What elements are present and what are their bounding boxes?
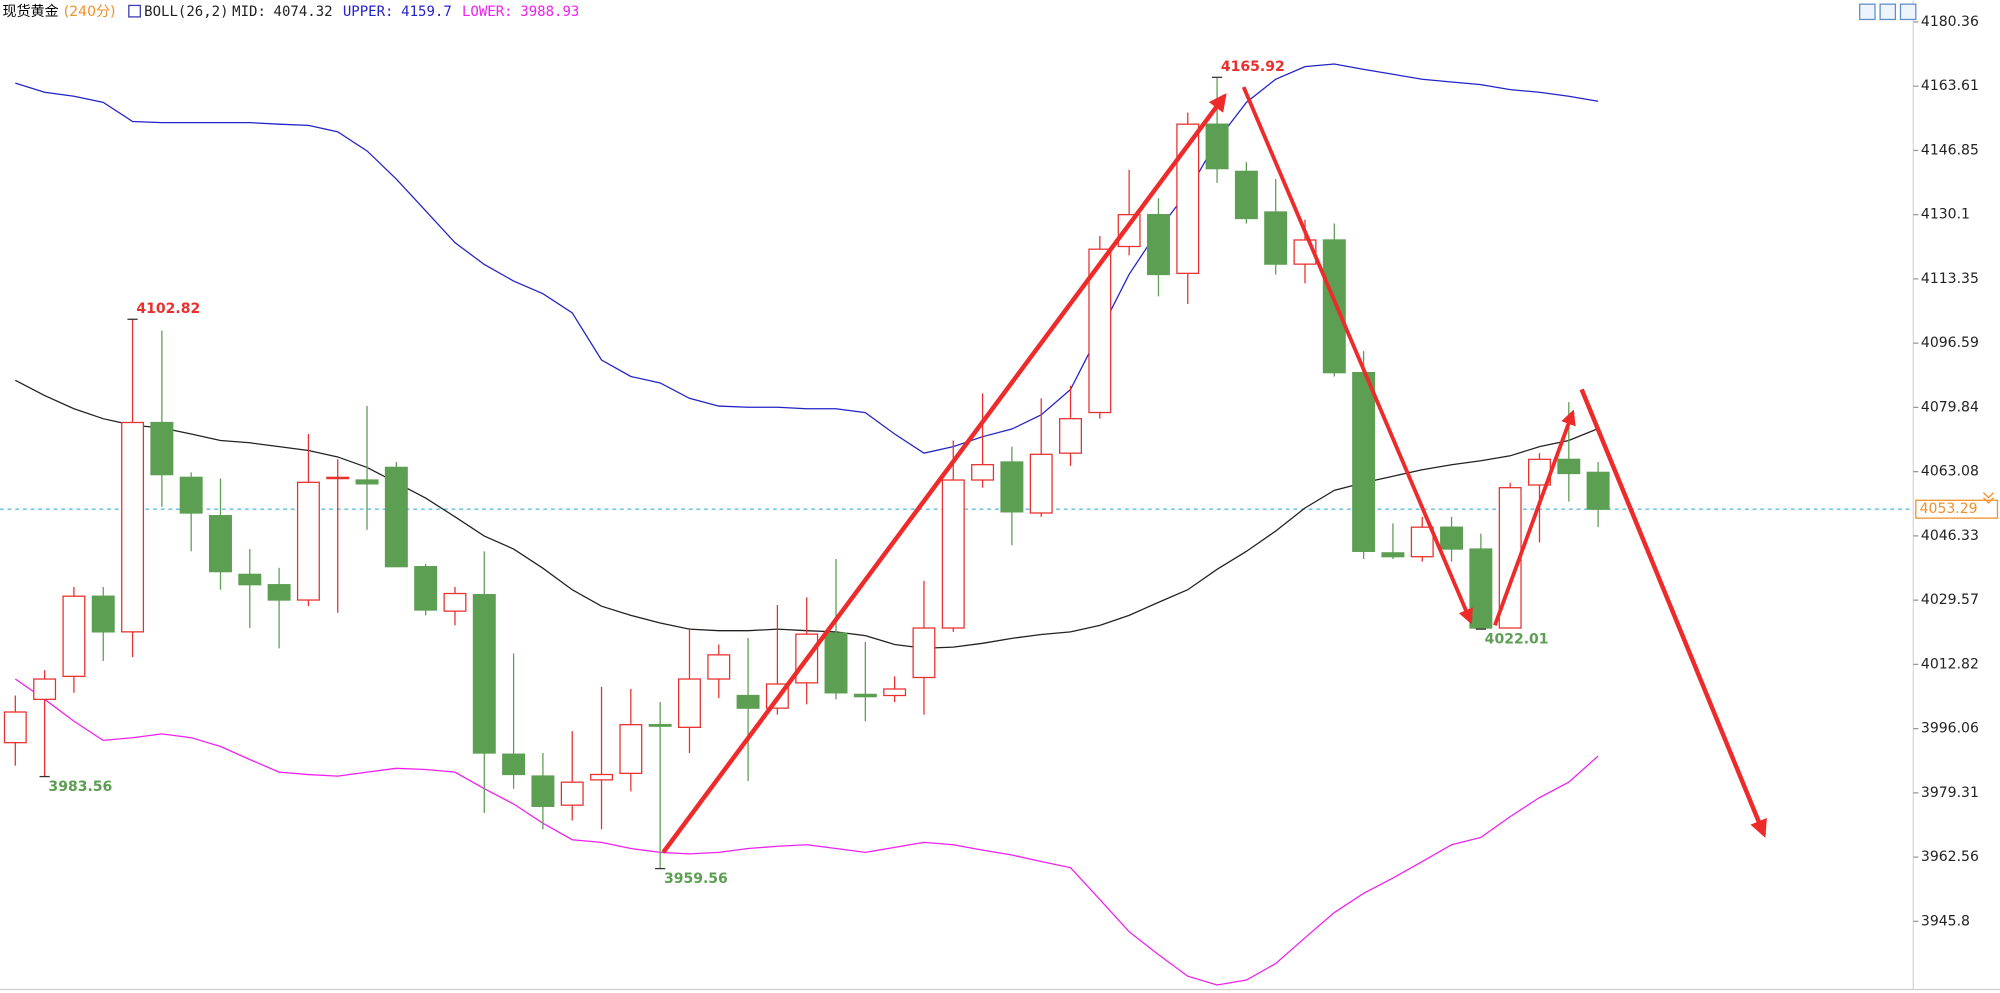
candle-body xyxy=(1029,453,1053,514)
y-tick-label: 3962.56 xyxy=(1921,849,1979,865)
candle-body xyxy=(62,595,86,677)
trend-arrow xyxy=(1241,86,1473,625)
band-line xyxy=(14,678,1599,986)
candle-body xyxy=(414,566,438,611)
candle-body xyxy=(1088,248,1112,414)
candle-body xyxy=(209,515,232,573)
legend-value: 3988.93 xyxy=(520,4,579,20)
candle-body xyxy=(560,781,584,806)
trend-arrow xyxy=(1493,409,1576,626)
legend-label: UPPER: xyxy=(343,4,394,20)
candle-body xyxy=(326,476,350,480)
candle-body xyxy=(619,724,643,774)
candle-body xyxy=(648,724,672,727)
candle-body xyxy=(1557,458,1581,475)
candle-body xyxy=(384,466,408,568)
period: (240分) xyxy=(64,4,116,20)
candle-body xyxy=(971,464,995,481)
candle-body xyxy=(1586,471,1610,510)
candle-body xyxy=(736,694,760,709)
candle-body xyxy=(1234,170,1258,220)
y-tick-label: 4113.35 xyxy=(1921,271,1979,287)
candle-body xyxy=(941,479,965,629)
last-price-box xyxy=(1915,499,1999,519)
trend-arrows xyxy=(661,86,1767,854)
last-price-label: 4053.29 xyxy=(1920,501,1978,517)
extreme-label: 4102.82 xyxy=(136,301,200,317)
indicator-icon xyxy=(128,4,141,18)
candle-body xyxy=(472,594,496,754)
last-price-marker xyxy=(1982,492,1995,504)
extreme-label: 3959.56 xyxy=(664,871,728,887)
candle-body xyxy=(443,592,467,612)
candle-body xyxy=(1352,372,1376,552)
candle-body xyxy=(1059,418,1082,454)
legend-label: LOWER: xyxy=(462,4,513,20)
candle-body xyxy=(3,711,27,744)
candle-body xyxy=(1264,211,1288,265)
y-tick-label: 4130.1 xyxy=(1921,207,1970,223)
candle-body xyxy=(677,678,701,728)
candle-body xyxy=(1176,123,1200,274)
symbol: 现货黄金 xyxy=(3,3,59,20)
y-tick-label: 3945.8 xyxy=(1921,913,1970,929)
extreme-label: 4022.01 xyxy=(1485,631,1549,647)
toolbar xyxy=(1859,3,1917,21)
candle-body xyxy=(502,753,526,776)
extreme-label: 4165.92 xyxy=(1221,59,1285,75)
candle-body xyxy=(824,632,848,694)
candle-body xyxy=(1440,526,1464,550)
candle-body xyxy=(1469,548,1493,629)
candle-body xyxy=(1146,214,1170,276)
candle-body xyxy=(267,584,291,601)
toolbar-button[interactable] xyxy=(1879,3,1897,21)
candle-body xyxy=(1410,526,1434,558)
toolbar-button[interactable] xyxy=(1899,3,1917,21)
y-tick-label: 4096.59 xyxy=(1921,335,1979,351)
trend-arrow xyxy=(661,93,1227,854)
indicator: BOLL(26,2) xyxy=(144,4,228,20)
candle-body xyxy=(1322,239,1346,374)
y-tick-label: 3996.06 xyxy=(1921,721,1979,737)
legend-value: 4074.32 xyxy=(274,4,333,20)
legend-value: 4159.7 xyxy=(401,4,452,20)
candle-body xyxy=(883,688,907,697)
y-tick-label: 3979.31 xyxy=(1921,785,1979,801)
y-tick-label: 4046.33 xyxy=(1921,528,1979,544)
candle-body xyxy=(531,775,555,807)
header: 现货黄金 (240分) BOLL(26,2) xyxy=(3,3,229,20)
candle-body xyxy=(912,627,936,679)
trend-arrow xyxy=(1579,388,1767,838)
extreme-label: 3983.56 xyxy=(48,779,112,795)
y-tick-label: 4163.61 xyxy=(1921,78,1979,94)
y-tick-label: 4146.85 xyxy=(1921,142,1979,158)
candle-body xyxy=(1000,461,1024,513)
y-tick-label: 4012.82 xyxy=(1921,656,1979,672)
candle-body xyxy=(179,476,203,514)
candle-body xyxy=(33,678,57,700)
legend-label: MID: xyxy=(232,4,266,20)
candle-body xyxy=(707,654,731,680)
candle-body xyxy=(238,573,262,586)
candle-body xyxy=(1381,552,1405,558)
y-tick-label: 4063.08 xyxy=(1921,464,1979,480)
y-tick-label: 4079.84 xyxy=(1921,399,1979,415)
y-tick-label: 4029.57 xyxy=(1921,592,1979,608)
band-line xyxy=(15,63,1599,454)
candle-body xyxy=(355,479,379,485)
candle-body xyxy=(1205,123,1229,170)
candle-body xyxy=(296,481,320,601)
candle-body xyxy=(853,693,877,698)
plot-area: 4180.36 4163.61 4146.85 4130.1 4113.35 4096.5… xyxy=(0,14,1999,986)
candle-body xyxy=(590,773,614,781)
candle-body xyxy=(121,421,145,633)
toolbar-button[interactable] xyxy=(1859,3,1876,21)
candle-body xyxy=(1117,214,1141,248)
candle-body xyxy=(91,595,115,633)
candle-body xyxy=(150,421,174,476)
y-tick-label: 4180.36 xyxy=(1921,14,1979,30)
